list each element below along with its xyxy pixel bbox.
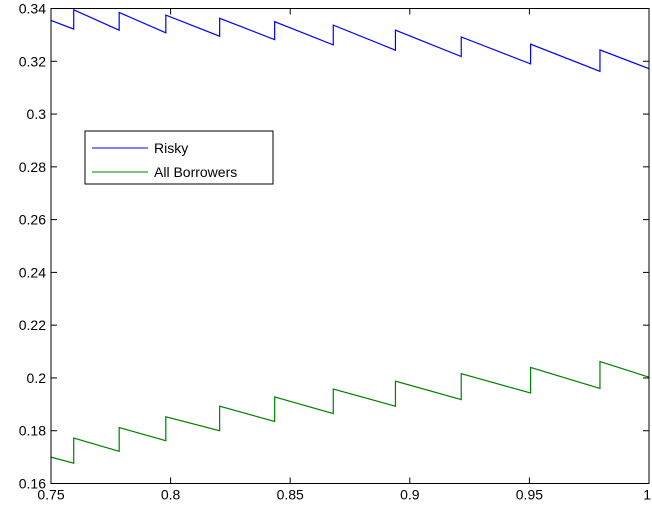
y-axis: 0.16 0.18 0.2 0.22 0.24 0.26 0.28 0.3 0.32 0.34: [19, 1, 649, 492]
y-tick-label: 0.28: [19, 159, 46, 175]
x-tick-label: 1: [643, 487, 651, 503]
x-tick-label: 0.85: [277, 487, 304, 503]
x-axis: 0.75 0.8 0.85 0.9 0.95 1: [37, 8, 651, 503]
y-tick-label: 0.32: [19, 53, 46, 69]
y-tick-label: 0.22: [19, 317, 46, 333]
y-tick-label: 0.2: [27, 370, 47, 386]
y-tick-label: 0.3: [27, 106, 47, 122]
series-line-risky: [50, 8, 650, 73]
x-tick-label: 0.9: [400, 487, 420, 503]
series-line-all-borrowers: [50, 360, 650, 464]
y-tick-label: 0.16: [19, 476, 46, 492]
y-tick-label: 0.34: [19, 1, 46, 17]
plot-area: [50, 8, 650, 464]
legend-box: [84, 130, 274, 185]
y-tick-label: 0.18: [19, 423, 46, 439]
x-tick-label: 0.8: [161, 487, 181, 503]
legend: Risky All Borrowers: [84, 130, 274, 185]
axes-box: [50, 8, 650, 484]
legend-label-risky: Risky: [154, 140, 188, 156]
legend-label-all-borrowers: All Borrowers: [154, 164, 237, 180]
y-tick-label: 0.26: [19, 212, 46, 228]
x-tick-label: 0.75: [37, 487, 64, 503]
x-tick-label: 0.95: [516, 487, 543, 503]
y-tick-label: 0.24: [19, 264, 46, 280]
